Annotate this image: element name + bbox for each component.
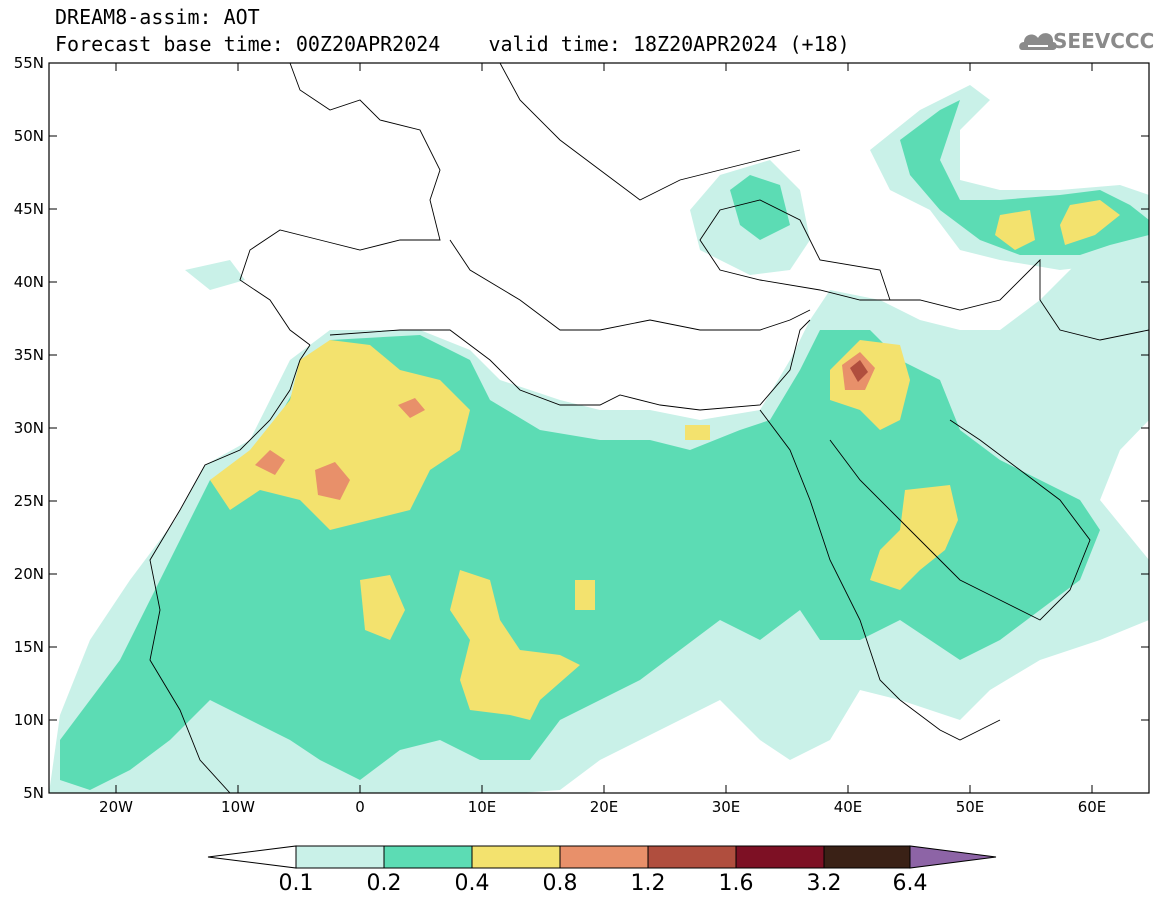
map-title: DREAM8-assim: AOT: [55, 5, 260, 29]
aot-band-0.4-f: [995, 210, 1035, 250]
aot-contours: [49, 85, 1149, 793]
colorbar-label: 0.8: [542, 871, 578, 896]
lon-label: 40E: [833, 798, 863, 816]
colorbar-box-4: [559, 845, 649, 869]
lat-label: 55N: [13, 54, 44, 72]
lon-label: 30E: [711, 798, 741, 816]
lat-label: 40N: [13, 273, 44, 291]
lon-label: 10W: [221, 798, 255, 816]
lon-label: 60E: [1077, 798, 1107, 816]
aot-band-0.8-b: [315, 462, 350, 500]
coastlines: [149, 63, 1149, 793]
colorbar-box-6: [735, 845, 825, 869]
lat-label: 25N: [13, 492, 44, 510]
aot-band-0.4: [210, 340, 470, 530]
aot-band-1.2: [850, 360, 868, 382]
lat-label: 20N: [13, 565, 44, 583]
colorbar-label: 0.4: [454, 871, 490, 896]
logo-text: SEEVCCC: [1053, 29, 1155, 53]
lat-label: 5N: [23, 784, 44, 802]
colorbar-label: 6.4: [892, 871, 928, 896]
colorbar-box-2: [383, 845, 473, 869]
colorbar-label: 1.6: [718, 871, 754, 896]
aot-band-0.4-g: [1060, 200, 1120, 245]
lat-label: 10N: [13, 711, 44, 729]
lat-label: 35N: [13, 346, 44, 364]
aot-band-0.4-c: [450, 570, 580, 720]
cloud-icon: [1019, 33, 1057, 50]
lat-label: 15N: [13, 638, 44, 656]
lon-label: 20W: [99, 798, 133, 816]
colorbar-box-3: [471, 845, 561, 869]
colorbar-high-arrow: [909, 845, 997, 869]
colorbar-label: 3.2: [806, 871, 842, 896]
lon-label: 10E: [467, 798, 497, 816]
colorbar-label: 1.2: [630, 871, 666, 896]
colorbar-label: 0.2: [366, 871, 402, 896]
aot-band-0.1-w: [185, 260, 245, 290]
aot-band-0.8-c: [398, 398, 425, 418]
colorbar-box-1: [295, 845, 385, 869]
aot-band-0.4-h: [575, 580, 595, 610]
aot-band-0.4-i: [685, 425, 710, 440]
lon-label: 0: [355, 798, 365, 816]
lon-label: 20E: [589, 798, 619, 816]
aot-band-0.2-n: [730, 175, 790, 240]
lon-label: 50E: [955, 798, 985, 816]
axis-ticks: [49, 62, 1149, 793]
colorbar-low-arrow: [207, 845, 297, 869]
colorbar-box-5: [647, 845, 737, 869]
lat-label: 45N: [13, 200, 44, 218]
lat-label: 50N: [13, 127, 44, 145]
colorbar-label: 0.1: [278, 871, 314, 896]
forecast-times: Forecast base time: 00Z20APR2024 valid t…: [55, 32, 850, 56]
aot-band-0.8-a: [255, 450, 285, 475]
aot-band-0.4-e: [870, 485, 958, 590]
colorbar-box-7: [823, 845, 911, 869]
aot-band-0.4-b: [360, 575, 405, 640]
colorbar: [207, 845, 997, 869]
lat-label: 30N: [13, 419, 44, 437]
